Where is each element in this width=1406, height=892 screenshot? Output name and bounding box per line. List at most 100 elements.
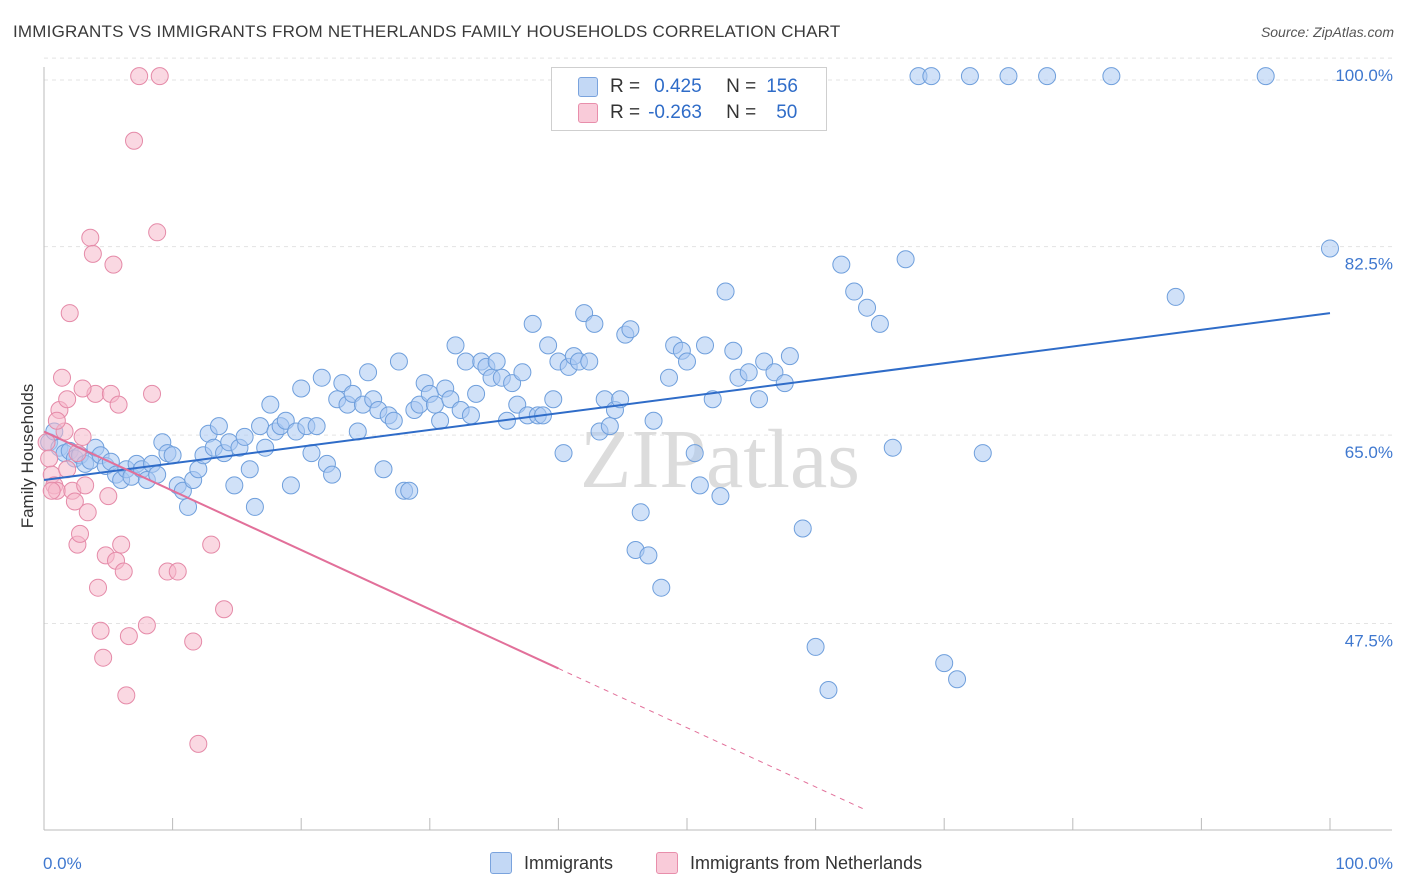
data-point [739, 363, 758, 382]
data-point [125, 131, 144, 150]
data-point [611, 390, 630, 409]
y-tick-label: 82.5% [1345, 255, 1393, 274]
trend-line [43, 312, 1331, 481]
bottom-swatch-immigrants [490, 852, 512, 874]
data-point [47, 411, 66, 430]
data-point [1321, 239, 1339, 258]
data-point [73, 379, 92, 398]
legend-r-value: -0.263 [648, 102, 702, 123]
data-point [896, 250, 915, 269]
data-point [750, 390, 769, 409]
data-point [554, 444, 573, 463]
data-point [73, 427, 92, 446]
data-point [76, 476, 95, 495]
data-point [359, 363, 378, 382]
data-point [81, 228, 100, 247]
data-point [819, 681, 838, 699]
data-point [659, 368, 678, 387]
data-point [461, 406, 480, 425]
legend-r-label: R = [610, 76, 641, 97]
y-tick-label: 100.0% [1335, 66, 1393, 85]
data-point [644, 411, 663, 430]
data-point [858, 298, 877, 317]
data-point [585, 314, 604, 333]
data-point [240, 460, 259, 479]
trend-line-extension [558, 668, 868, 812]
data-point [631, 503, 650, 522]
data-point [832, 255, 851, 274]
data-point [65, 492, 84, 511]
data-point [922, 67, 941, 86]
data-point [261, 395, 280, 414]
data-point [215, 600, 234, 619]
data-point [94, 648, 113, 667]
data-point [168, 562, 187, 581]
data-point [348, 422, 367, 441]
data-point [960, 67, 979, 86]
data-point [1038, 67, 1057, 86]
data-point [544, 390, 563, 409]
bottom-legend-netherlands: Immigrants from Netherlands [656, 852, 922, 874]
legend-swatch-netherlands [578, 103, 598, 123]
data-point [71, 524, 90, 543]
data-point [1102, 67, 1121, 86]
data-point [150, 67, 169, 86]
data-point [281, 476, 300, 495]
data-point [114, 562, 133, 581]
data-point [999, 67, 1018, 86]
data-point [148, 223, 167, 242]
data-point [163, 446, 182, 465]
trend-line [43, 430, 559, 670]
data-point [245, 497, 264, 516]
data-point [690, 476, 709, 495]
data-point [456, 352, 475, 371]
data-point [235, 427, 254, 446]
source-label: Source: ZipAtlas.com [1260, 24, 1394, 40]
data-point [202, 535, 221, 554]
data-point [60, 304, 79, 323]
data-point [89, 578, 108, 597]
bottom-legend-label: Immigrants [524, 852, 614, 873]
data-point [1166, 287, 1185, 306]
data-point [1256, 67, 1275, 86]
data-point [58, 460, 77, 479]
data-point [104, 255, 123, 274]
data-point [780, 347, 799, 366]
y-tick-label: 47.5% [1345, 632, 1393, 651]
legend-n-value: 50 [776, 102, 798, 123]
data-point [845, 282, 864, 301]
data-point [184, 632, 203, 651]
correlation-legend: R = 0.425 N = 156 R = -0.263 N = 50 [551, 67, 827, 131]
data-point [870, 314, 889, 333]
data-point [600, 417, 619, 436]
legend-row-immigrants: R = 0.425 N = 156 [578, 76, 798, 98]
legend-r-value: 0.425 [654, 76, 702, 97]
data-point [973, 444, 992, 463]
x-tick-label: 0.0% [43, 854, 82, 873]
points-layer [37, 67, 1339, 753]
data-point [53, 368, 72, 387]
bottom-swatch-netherlands [656, 852, 678, 874]
trend-lines [43, 312, 1331, 812]
data-point [703, 390, 722, 409]
data-point [806, 637, 825, 656]
data-point [119, 627, 138, 646]
data-point [639, 546, 658, 565]
data-point [307, 417, 326, 436]
data-point [209, 417, 228, 436]
data-point [78, 503, 97, 522]
data-point [580, 352, 599, 371]
legend-swatch-immigrants [578, 77, 598, 97]
data-point [302, 444, 321, 463]
data-point [711, 487, 730, 506]
data-point [58, 390, 77, 409]
data-point [189, 734, 208, 753]
data-point [117, 686, 136, 705]
data-point [323, 465, 342, 484]
data-point [948, 670, 967, 689]
data-point [716, 282, 735, 301]
data-point [143, 384, 162, 403]
data-point [91, 621, 110, 640]
tick-labels: 100.0% 82.5% 65.0% 47.5% 0.0% 100.0% [43, 66, 1393, 873]
